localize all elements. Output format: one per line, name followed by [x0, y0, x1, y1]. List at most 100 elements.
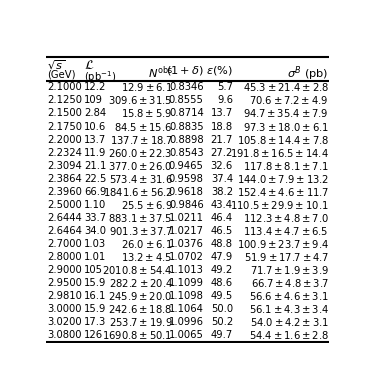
- Text: 0.8555: 0.8555: [169, 95, 204, 105]
- Text: 0.8898: 0.8898: [169, 135, 204, 145]
- Text: 27.2: 27.2: [210, 147, 233, 157]
- Text: 1.0376: 1.0376: [169, 239, 204, 249]
- Text: $\epsilon(\%)$: $\epsilon(\%)$: [206, 64, 233, 77]
- Text: $152.4\pm4.6\pm11.7$: $152.4\pm4.6\pm11.7$: [237, 186, 329, 198]
- Text: 2.6444: 2.6444: [47, 213, 82, 223]
- Text: 49.2: 49.2: [211, 265, 233, 275]
- Text: $144.0\pm7.9\pm13.2$: $144.0\pm7.9\pm13.2$: [237, 173, 329, 185]
- Text: 2.3960: 2.3960: [47, 187, 82, 197]
- Text: $\sqrt{s}$: $\sqrt{s}$: [47, 59, 65, 72]
- Text: $245.9\pm20.0$: $245.9\pm20.0$: [108, 290, 172, 302]
- Text: 2.2000: 2.2000: [47, 135, 82, 145]
- Text: 105: 105: [84, 265, 103, 275]
- Text: $\sigma^{B}$ (pb): $\sigma^{B}$ (pb): [287, 64, 329, 83]
- Text: 37.4: 37.4: [211, 174, 233, 184]
- Text: 1.0065: 1.0065: [169, 330, 204, 340]
- Text: 2.9000: 2.9000: [47, 265, 82, 275]
- Text: 15.9: 15.9: [84, 304, 107, 314]
- Text: $51.9\pm17.7\pm4.7$: $51.9\pm17.7\pm4.7$: [244, 251, 329, 263]
- Text: 49.5: 49.5: [211, 291, 233, 301]
- Text: $15.8\pm5.9$: $15.8\pm5.9$: [121, 107, 172, 119]
- Text: 2.9810: 2.9810: [47, 291, 82, 301]
- Text: 2.7000: 2.7000: [47, 239, 82, 249]
- Text: 46.5: 46.5: [211, 226, 233, 236]
- Text: 1.1064: 1.1064: [169, 304, 204, 314]
- Text: 12.2: 12.2: [84, 82, 107, 92]
- Text: $309.6\pm31.5$: $309.6\pm31.5$: [108, 94, 172, 106]
- Text: 2.1250: 2.1250: [47, 95, 82, 105]
- Text: $282.2\pm20.4$: $282.2\pm20.4$: [108, 277, 172, 289]
- Text: $253.7\pm19.9$: $253.7\pm19.9$: [109, 316, 172, 328]
- Text: 0.8714: 0.8714: [169, 109, 204, 119]
- Text: $112.3\pm4.8\pm7.0$: $112.3\pm4.8\pm7.0$: [243, 212, 329, 224]
- Text: $242.6\pm18.8$: $242.6\pm18.8$: [108, 303, 172, 315]
- Text: $113.4\pm4.7\pm6.5$: $113.4\pm4.7\pm6.5$: [243, 225, 329, 237]
- Text: 11.9: 11.9: [84, 147, 107, 157]
- Text: $54.0\pm4.2\pm3.1$: $54.0\pm4.2\pm3.1$: [250, 316, 329, 328]
- Text: $2010.8\pm54.4$: $2010.8\pm54.4$: [102, 264, 172, 276]
- Text: $13.2\pm4.5$: $13.2\pm4.5$: [122, 251, 172, 263]
- Text: 1.0996: 1.0996: [169, 317, 204, 327]
- Text: 0.8543: 0.8543: [169, 147, 204, 157]
- Text: $84.5\pm15.6$: $84.5\pm15.6$: [114, 121, 172, 132]
- Text: $56.1\pm4.3\pm3.4$: $56.1\pm4.3\pm3.4$: [249, 303, 329, 315]
- Text: 3.0200: 3.0200: [47, 317, 82, 327]
- Text: 13.7: 13.7: [84, 135, 106, 145]
- Text: 18.8: 18.8: [211, 122, 233, 132]
- Text: 2.8000: 2.8000: [47, 252, 82, 262]
- Text: 1.03: 1.03: [84, 239, 106, 249]
- Text: 1.0702: 1.0702: [169, 252, 204, 262]
- Text: 109: 109: [84, 95, 103, 105]
- Text: 49.7: 49.7: [211, 330, 233, 340]
- Text: 32.6: 32.6: [211, 161, 233, 171]
- Text: 2.2324: 2.2324: [47, 147, 82, 157]
- Text: 66.9: 66.9: [84, 187, 107, 197]
- Text: $(1+\delta)$: $(1+\delta)$: [166, 64, 204, 77]
- Text: $54.4\pm1.6\pm2.8$: $54.4\pm1.6\pm2.8$: [249, 329, 329, 341]
- Text: $66.7\pm4.8\pm3.7$: $66.7\pm4.8\pm3.7$: [251, 277, 329, 289]
- Text: $26.0\pm6.1$: $26.0\pm6.1$: [121, 238, 172, 250]
- Text: $70.6\pm7.2\pm4.9$: $70.6\pm7.2\pm4.9$: [250, 94, 329, 106]
- Text: 38.2: 38.2: [211, 187, 233, 197]
- Text: $105.8\pm14.4\pm7.8$: $105.8\pm14.4\pm7.8$: [237, 134, 329, 146]
- Text: $56.6\pm4.6\pm3.1$: $56.6\pm4.6\pm3.1$: [249, 290, 329, 302]
- Text: $377.0\pm26.0$: $377.0\pm26.0$: [108, 160, 172, 172]
- Text: $1690.8\pm50.1$: $1690.8\pm50.1$: [102, 329, 172, 341]
- Text: 33.7: 33.7: [84, 213, 106, 223]
- Text: 2.3094: 2.3094: [47, 161, 82, 171]
- Text: (pb$^{-1}$): (pb$^{-1}$): [84, 70, 116, 85]
- Text: 1.1013: 1.1013: [169, 265, 204, 275]
- Text: $1841.6\pm56.2$: $1841.6\pm56.2$: [102, 186, 172, 198]
- Text: $260.0\pm22.3$: $260.0\pm22.3$: [108, 147, 172, 159]
- Text: 2.9500: 2.9500: [47, 278, 82, 288]
- Text: 17.3: 17.3: [84, 317, 106, 327]
- Text: 13.7: 13.7: [211, 109, 233, 119]
- Text: 5.7: 5.7: [217, 82, 233, 92]
- Text: (GeV): (GeV): [47, 70, 76, 80]
- Text: $110.5\pm29.9\pm10.1$: $110.5\pm29.9\pm10.1$: [230, 199, 329, 211]
- Text: $100.9\pm23.7\pm9.4$: $100.9\pm23.7\pm9.4$: [237, 238, 329, 250]
- Text: 126: 126: [84, 330, 103, 340]
- Text: 2.6464: 2.6464: [47, 226, 82, 236]
- Text: 1.0211: 1.0211: [169, 213, 204, 223]
- Text: 1.1098: 1.1098: [169, 291, 204, 301]
- Text: 47.9: 47.9: [211, 252, 233, 262]
- Text: $573.4\pm31.6$: $573.4\pm31.6$: [109, 173, 172, 185]
- Text: $N^{\rm obs}$: $N^{\rm obs}$: [147, 64, 172, 81]
- Text: 2.84: 2.84: [84, 109, 106, 119]
- Text: 2.1500: 2.1500: [47, 109, 82, 119]
- Text: $883.1\pm37.5$: $883.1\pm37.5$: [108, 212, 172, 224]
- Text: 21.1: 21.1: [84, 161, 107, 171]
- Text: 50.2: 50.2: [211, 317, 233, 327]
- Text: 22.5: 22.5: [84, 174, 107, 184]
- Text: 0.9618: 0.9618: [169, 187, 204, 197]
- Text: 2.1750: 2.1750: [47, 122, 82, 132]
- Text: 15.9: 15.9: [84, 278, 107, 288]
- Text: 48.8: 48.8: [211, 239, 233, 249]
- Text: 50.0: 50.0: [211, 304, 233, 314]
- Text: 1.0217: 1.0217: [169, 226, 204, 236]
- Text: 48.6: 48.6: [211, 278, 233, 288]
- Text: 9.6: 9.6: [217, 95, 233, 105]
- Text: 3.0800: 3.0800: [47, 330, 82, 340]
- Text: 2.3864: 2.3864: [47, 174, 82, 184]
